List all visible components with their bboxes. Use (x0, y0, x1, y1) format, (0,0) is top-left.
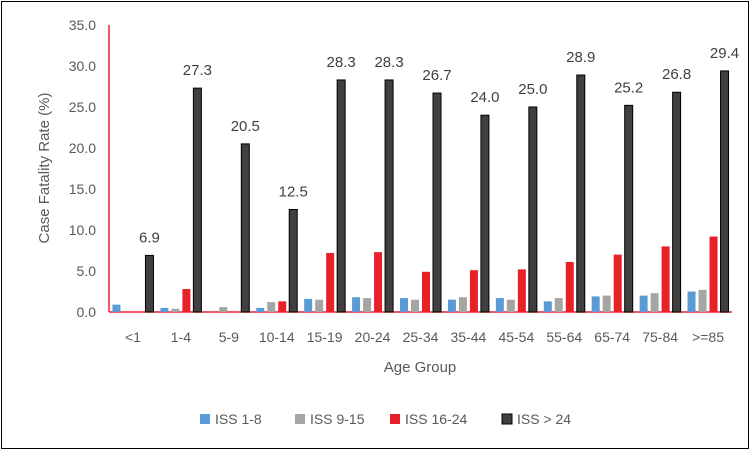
bar (256, 307, 265, 312)
data-label: 24.0 (470, 89, 499, 106)
bar (495, 298, 504, 312)
bar (650, 293, 659, 312)
x-tick-labels: <1 1-4 5-9 10-14 15-19 20-24 25-34 35-44 45-54 55… (125, 329, 724, 345)
x-tick-label: 20-24 (355, 329, 391, 345)
y-axis-title: Case Fatality Rate (%) (36, 93, 53, 244)
x-tick-label: 55-64 (546, 329, 582, 345)
y-tick-label: 10.0 (69, 222, 96, 238)
legend-swatch (295, 414, 305, 424)
data-label: 20.5 (231, 118, 260, 135)
bar (304, 298, 313, 312)
bar (576, 74, 586, 313)
bar (672, 91, 682, 313)
bar (639, 295, 648, 312)
bar (624, 104, 634, 313)
bar (687, 291, 696, 312)
x-tick-label: 25-34 (403, 329, 439, 345)
bar (112, 304, 121, 312)
y-tick-label: 25.0 (69, 99, 96, 115)
bar (432, 92, 442, 313)
bar (278, 301, 287, 312)
bar (565, 261, 574, 312)
legend-label: ISS 1-8 (215, 411, 262, 427)
bar (447, 299, 456, 312)
bar (698, 289, 707, 312)
data-label: 25.0 (518, 81, 547, 98)
bar (315, 299, 324, 312)
bar (517, 269, 526, 312)
y-tick-label: 15.0 (69, 181, 96, 197)
bar (374, 252, 383, 312)
bar (144, 254, 154, 313)
data-label: 26.8 (662, 66, 691, 83)
x-tick-label: 65-74 (594, 329, 630, 345)
bar (602, 295, 611, 312)
data-label: 27.3 (183, 62, 212, 79)
bar (411, 299, 419, 312)
bar (384, 79, 394, 313)
bar (219, 307, 228, 312)
bar (400, 298, 408, 312)
bar (661, 246, 670, 312)
bar (480, 114, 490, 313)
bar (336, 79, 346, 313)
bar (363, 298, 372, 312)
bar (240, 143, 250, 313)
bar (469, 270, 478, 312)
bar (458, 297, 467, 312)
y-tick-label: 5.0 (77, 263, 97, 279)
legend-label: ISS 9-15 (310, 411, 365, 427)
data-label: 28.9 (566, 49, 595, 66)
x-axis-title: Age Group (384, 359, 457, 376)
bar (352, 297, 361, 312)
legend-swatch (200, 414, 210, 424)
bar (709, 236, 718, 312)
data-label: 25.2 (614, 79, 643, 96)
bar (591, 296, 600, 312)
data-label: 6.9 (139, 229, 160, 246)
x-tick-label: 75-84 (642, 329, 678, 345)
legend-swatch (390, 414, 400, 424)
data-label: 29.4 (710, 45, 739, 62)
x-tick-label: 1-4 (171, 329, 191, 345)
legend-swatch (501, 413, 513, 425)
bar (528, 106, 538, 313)
bar (192, 87, 202, 313)
y-tick-labels: 0.0 5.0 10.0 15.0 20.0 25.0 30.0 35.0 (69, 17, 96, 320)
bar (422, 271, 430, 312)
legend-label: ISS 16-24 (405, 411, 467, 427)
x-tick-label: 10-14 (259, 329, 295, 345)
bar (171, 308, 180, 312)
data-labels: 6.9 27.3 20.5 12.5 28.3 28.3 26.7 24.0 25.0 28.9 2… (139, 45, 739, 247)
y-tick-label: 35.0 (69, 17, 96, 33)
bar (506, 299, 515, 312)
x-tick-label: <1 (125, 329, 141, 345)
bar (554, 298, 563, 312)
bar (288, 209, 298, 313)
x-tick-label: >=85 (692, 329, 724, 345)
data-label: 28.3 (327, 54, 356, 71)
bar (160, 307, 169, 312)
y-tick-label: 20.0 (69, 140, 96, 156)
data-label: 26.7 (422, 67, 451, 84)
bar (613, 254, 622, 312)
legend-label: ISS > 24 (517, 411, 571, 427)
x-tick-label: 45-54 (498, 329, 534, 345)
bar (326, 252, 335, 312)
bar (720, 70, 730, 313)
bar (543, 301, 552, 312)
y-tick-label: 30.0 (69, 58, 96, 74)
bar (182, 289, 191, 312)
data-label: 12.5 (279, 184, 308, 201)
legend: ISS 1-8 ISS 9-15 ISS 16-24 ISS > 24 (200, 411, 571, 427)
x-tick-label: 35-44 (451, 329, 487, 345)
data-label: 28.3 (374, 54, 403, 71)
x-tick-label: 15-19 (307, 329, 343, 345)
bar (267, 302, 276, 312)
y-tick-label: 0.0 (77, 304, 97, 320)
bars (112, 70, 730, 313)
x-tick-label: 5-9 (219, 329, 239, 345)
